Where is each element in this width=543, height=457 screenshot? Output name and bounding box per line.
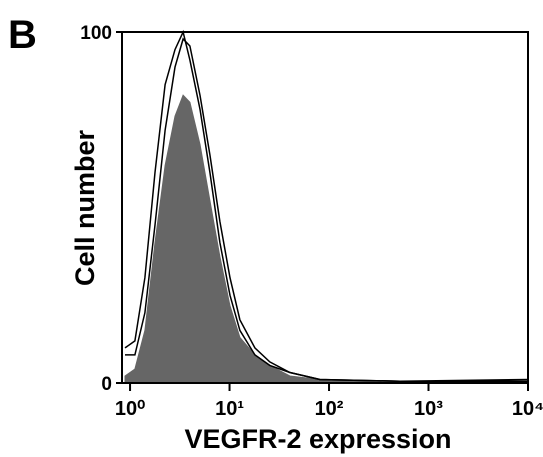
x-tick-label: 10⁰ <box>115 398 145 420</box>
y-axis-label: Cell number <box>70 129 100 286</box>
x-tick-label: 10² <box>315 398 344 420</box>
plot-frame <box>121 31 529 384</box>
y-tick-label: 0 <box>101 374 112 395</box>
histogram-area <box>124 94 529 384</box>
panel-label: B <box>8 13 37 57</box>
x-tick-label: 10¹ <box>215 398 244 420</box>
y-tick-label: 100 <box>80 23 112 44</box>
x-axis-label: VEGFR-2 expression <box>184 424 451 454</box>
histogram-line <box>125 37 528 382</box>
x-tick-label: 10⁴ <box>512 398 543 420</box>
x-tick-label: 10³ <box>414 398 443 420</box>
